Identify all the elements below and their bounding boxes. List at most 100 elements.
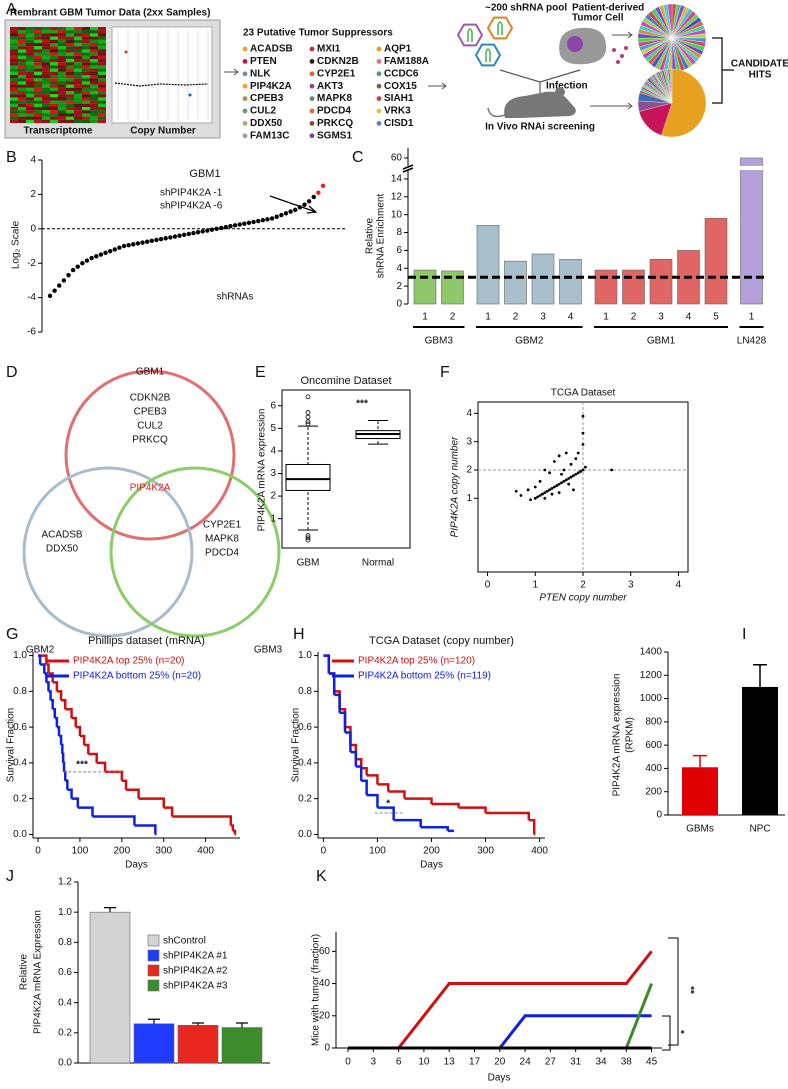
heatmap-cell xyxy=(50,94,58,98)
heatmap-cell xyxy=(98,91,106,95)
heatmap-cell xyxy=(74,119,82,124)
heatmap-cell xyxy=(74,91,82,95)
screening-label: In Vivo RNAi screening xyxy=(485,122,595,133)
heatmap-cell xyxy=(74,116,82,120)
heatmap-cell xyxy=(34,39,42,44)
shrna-hairpin xyxy=(485,48,491,62)
heatmap-cell xyxy=(42,94,50,98)
heatmap-cell xyxy=(34,36,42,40)
heatmap-cell xyxy=(82,27,90,31)
y-tick-label: 4 xyxy=(396,263,402,274)
survival-step xyxy=(458,806,487,813)
heatmap-cell xyxy=(10,94,18,98)
chart-title: Phillips dataset (mRNA) xyxy=(88,635,205,647)
x-tick-label: GBM xyxy=(297,558,320,569)
heatmap-cell xyxy=(10,87,18,92)
heatmap-cell xyxy=(26,30,34,34)
survival-step xyxy=(56,725,61,737)
heatmap-cell xyxy=(50,119,58,124)
gene-name: CISD1 xyxy=(384,118,414,129)
survival-step xyxy=(48,672,54,683)
bar xyxy=(649,259,673,305)
point xyxy=(543,468,547,472)
cell-label: Tumor Cell xyxy=(572,13,624,24)
heatmap-cell xyxy=(74,65,82,69)
point xyxy=(610,468,614,472)
survival-step xyxy=(134,824,157,835)
bar xyxy=(413,269,437,305)
heatmap-cell xyxy=(90,81,98,85)
error-bar xyxy=(148,1018,160,1024)
x-tick-label: 45 xyxy=(646,1057,658,1068)
significance-bracket xyxy=(662,1015,671,1051)
heatmap-cell xyxy=(90,36,98,40)
heatmap-cell xyxy=(90,78,98,82)
heatmap-cell xyxy=(66,68,74,72)
y-axis-label: PIP4K2A copy number xyxy=(450,436,461,537)
y-tick-label: 0.6 xyxy=(298,722,312,733)
survival-step xyxy=(393,818,422,828)
heatmap-cell xyxy=(90,27,98,31)
heatmap-cell xyxy=(66,46,74,50)
survival-step xyxy=(61,699,67,710)
point xyxy=(576,451,580,455)
x-tick-label: 20 xyxy=(494,1057,506,1068)
point xyxy=(158,236,164,242)
heatmap-cell xyxy=(26,91,34,95)
heatmap-cell xyxy=(34,49,42,53)
heatmap-cell xyxy=(58,68,66,72)
x-tick-label: 31 xyxy=(570,1057,582,1068)
heatmap-cell xyxy=(58,75,66,79)
y-tick-label: 4 xyxy=(270,446,276,457)
gene-dot xyxy=(242,83,248,89)
venn-center: PIP4K2A xyxy=(130,483,171,494)
heatmap-cell xyxy=(82,100,90,104)
heatmap-cell xyxy=(42,62,50,66)
heatmap-cell xyxy=(82,87,90,92)
point xyxy=(269,216,275,221)
heatmap-cell xyxy=(34,103,42,108)
x-tick-label: 1 xyxy=(485,312,491,323)
gene-dot xyxy=(309,121,315,126)
panel-label: A xyxy=(6,1,17,18)
x-tick-label: 5 xyxy=(713,312,719,323)
point xyxy=(557,482,561,486)
x-tick-label: 3 xyxy=(371,1057,377,1068)
point xyxy=(103,250,108,256)
y-tick-label: 2 xyxy=(396,281,402,292)
y-tick-label: 1200 xyxy=(640,670,663,681)
shrna-hexagon xyxy=(456,23,484,47)
point xyxy=(533,496,537,500)
x-tick-label: 0 xyxy=(321,846,327,857)
heatmap-cell xyxy=(10,39,18,44)
point xyxy=(316,190,321,195)
y-axis-label: Mice with tumor (fraction) xyxy=(311,934,322,1046)
y-tick-label: 0.0 xyxy=(13,829,27,840)
y-tick-label: 1.0 xyxy=(13,650,27,661)
heatmap-cell xyxy=(74,100,82,104)
heatmap-cell xyxy=(18,59,26,63)
heatmap-cell xyxy=(82,59,90,63)
heatmap-cell xyxy=(34,116,42,120)
heatmap-cell xyxy=(34,62,42,66)
copy-number-plot xyxy=(111,26,213,124)
survival-step xyxy=(350,750,358,767)
point xyxy=(533,485,537,489)
gene-name: NLK xyxy=(250,68,271,79)
virus-dot xyxy=(612,48,616,52)
heatmap-cell xyxy=(18,71,26,76)
gene-name: AKT3 xyxy=(317,81,344,92)
heatmap-cell xyxy=(18,39,26,44)
point xyxy=(246,220,252,225)
heatmap-cell xyxy=(58,55,66,60)
series-line xyxy=(348,950,653,1050)
heatmap-cell xyxy=(98,116,106,120)
point xyxy=(574,457,578,461)
point xyxy=(260,218,266,223)
hits-label: CANDIDATE xyxy=(731,59,788,70)
x-tick-label: 2 xyxy=(580,580,586,591)
heatmap-cell xyxy=(90,97,98,101)
heatmap-cell xyxy=(82,94,90,98)
point xyxy=(237,222,242,227)
heatmap-cell xyxy=(82,33,90,37)
